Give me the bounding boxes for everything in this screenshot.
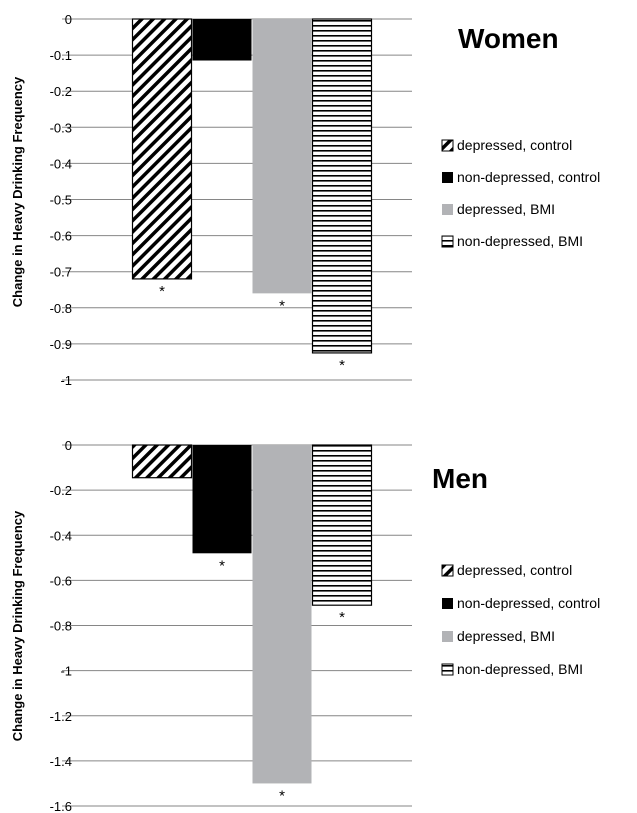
y-tick-label: -0.4	[50, 156, 72, 171]
legend-swatch	[442, 204, 453, 215]
legend-swatch	[442, 172, 453, 183]
y-tick-label: -1	[60, 373, 72, 388]
legend-swatch	[442, 598, 453, 609]
men-bars	[131, 444, 373, 784]
bar	[131, 18, 193, 280]
bar	[252, 19, 312, 294]
y-tick-label: -0.7	[50, 265, 72, 280]
y-tick-label: -0.8	[50, 301, 72, 316]
y-tick-label: -0.8	[50, 619, 72, 634]
women-legend: depressed, control non-depressed, control…	[441, 137, 600, 249]
significance-asterisk: *	[339, 609, 345, 626]
y-tick-label: -0.4	[50, 528, 72, 543]
significance-asterisk: *	[279, 787, 285, 804]
significance-asterisk: *	[219, 557, 225, 574]
bar	[131, 444, 193, 479]
men-chart: 0 -0.2 -0.4 -0.6 -0.8 -1 -1.2 -1.4 -1.6 * * * Chan…	[10, 438, 600, 813]
men-significance-marks: * * *	[219, 557, 345, 804]
significance-asterisk: *	[159, 283, 165, 300]
bar	[192, 445, 252, 554]
women-chart: 0-0.1-0.2-0.3-0.4-0.5-0.6-0.7-0.8-0.9-1 …	[10, 12, 600, 388]
y-tick-label: -0.6	[50, 229, 72, 244]
legend-label: depressed, BMI	[457, 628, 555, 644]
men-title: Men	[432, 463, 488, 494]
legend-label: depressed, BMI	[457, 201, 555, 217]
men-y-axis-ticks: 0 -0.2 -0.4 -0.6 -0.8 -1 -1.2 -1.4 -1.6	[50, 438, 72, 813]
women-y-axis-label: Change in Heavy Drinking Frequency	[10, 76, 25, 307]
legend-label: non-depressed, control	[457, 169, 600, 185]
men-legend: depressed, control non-depressed, control…	[441, 562, 600, 677]
legend-label: depressed, control	[457, 137, 572, 153]
legend-label: non-depressed, BMI	[457, 661, 583, 677]
significance-asterisk: *	[339, 357, 345, 374]
bar	[252, 445, 312, 784]
legend-swatch	[441, 663, 454, 676]
legend-swatch	[442, 631, 453, 642]
bar	[311, 18, 373, 354]
y-tick-label: -0.6	[50, 573, 72, 588]
bar	[311, 444, 373, 606]
y-tick-label: -0.2	[50, 84, 72, 99]
y-tick-label: -1.2	[50, 709, 72, 724]
y-tick-label: 0	[65, 438, 72, 453]
y-tick-label: -1.6	[50, 799, 72, 813]
y-tick-label: 0	[65, 12, 72, 27]
bar	[192, 19, 252, 61]
women-title: Women	[458, 23, 559, 54]
men-y-axis-label: Change in Heavy Drinking Frequency	[10, 510, 25, 741]
legend-label: non-depressed, BMI	[457, 233, 583, 249]
y-tick-label: -0.3	[50, 120, 72, 135]
y-tick-label: -0.2	[50, 483, 72, 498]
significance-asterisk: *	[279, 297, 285, 314]
y-tick-label: -0.5	[50, 193, 72, 208]
y-tick-label: -0.9	[50, 337, 72, 352]
legend-swatch	[441, 235, 454, 248]
legend-label: non-depressed, control	[457, 595, 600, 611]
women-significance-marks: * * *	[159, 283, 345, 374]
y-tick-label: -1.4	[50, 754, 72, 769]
legend-swatch	[441, 564, 454, 577]
women-bars	[131, 18, 373, 354]
y-tick-label: -1	[60, 664, 72, 679]
legend-swatch	[441, 139, 454, 152]
y-tick-label: -0.1	[50, 48, 72, 63]
women-y-axis-ticks: 0 -0.1 -0.2 -0.3 -0.4 -0.5 -0.6 -0.7 -0.8 -0.9 -1	[50, 12, 72, 388]
legend-label: depressed, control	[457, 562, 572, 578]
